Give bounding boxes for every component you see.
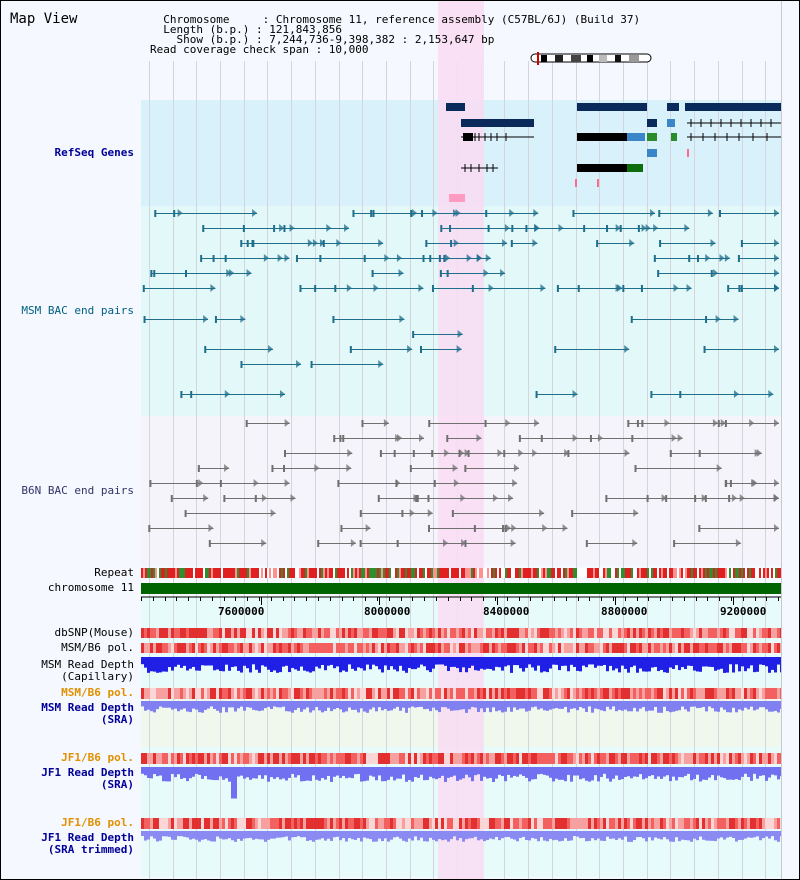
track-label-msm-bac[interactable]: MSM BAC end pairs	[21, 304, 134, 317]
track-label-repeat[interactable]: Repeat	[94, 566, 134, 579]
header-line-3: Show (b.p.) : 7,244,736-9,398,382 : 2,15…	[150, 33, 495, 46]
repeat-track[interactable]	[141, 568, 781, 578]
header-line-1: Chromosome : Chromosome 11, reference as…	[150, 13, 641, 26]
axis-tick-label: 9200000	[720, 605, 767, 618]
variation-tracks[interactable]	[141, 1, 781, 880]
axis-tick-label: 8400000	[483, 605, 530, 618]
header-line-2: Length (b.p.) : 121,843,856	[150, 23, 343, 36]
header-line-4: Read coverage check span : 10,000	[150, 43, 369, 56]
track-label-jf1-trim-sub: (SRA trimmed)	[47, 843, 134, 856]
track-label-msm-pol-sra[interactable]: MSM/B6 pol.	[61, 686, 134, 699]
track-label-chromosome[interactable]: chromosome 11	[47, 581, 134, 594]
track-label-msm-depth-sra[interactable]: MSM Read Depth	[41, 701, 134, 714]
right-divider	[781, 1, 782, 879]
track-label-jf1-trim[interactable]: JF1 Read Depth	[41, 831, 134, 844]
track-label-b6n-bac[interactable]: B6N BAC end pairs	[21, 484, 134, 497]
axis-tick-label: 8000000	[364, 605, 411, 618]
track-label-msm-depth-sra-sub: (SRA)	[100, 713, 134, 726]
bac-end-pairs	[142, 209, 779, 547]
page-title: Map View	[10, 11, 78, 27]
axis-tick-label: 8800000	[601, 605, 648, 618]
track-label-refseq[interactable]: RefSeq Genes	[54, 146, 134, 159]
track-label-dbsnp[interactable]: dbSNP(Mouse)	[54, 626, 134, 639]
track-label-msm-pol[interactable]: MSM/B6 pol.	[61, 641, 134, 654]
axis-tick-label: 7600000	[218, 605, 265, 618]
track-label-jf1-pol[interactable]: JF1/B6 pol.	[61, 751, 134, 764]
track-label-jf1-depth-sub: (SRA)	[100, 778, 134, 791]
gene-models	[446, 103, 781, 202]
track-label-jf1-pol-trim[interactable]: JF1/B6 pol.	[61, 816, 134, 829]
position-axis	[141, 596, 781, 605]
track-label-msm-depth-cap[interactable]: MSM Read Depth	[41, 658, 134, 671]
chromosome-ideogram[interactable]	[529, 52, 655, 66]
track-label-jf1-depth[interactable]: JF1 Read Depth	[41, 766, 134, 779]
chromosome-bar[interactable]	[141, 583, 781, 594]
highlight-region[interactable]	[438, 1, 484, 879]
track-label-msm-depth-cap-sub: (Capillary)	[61, 670, 134, 683]
